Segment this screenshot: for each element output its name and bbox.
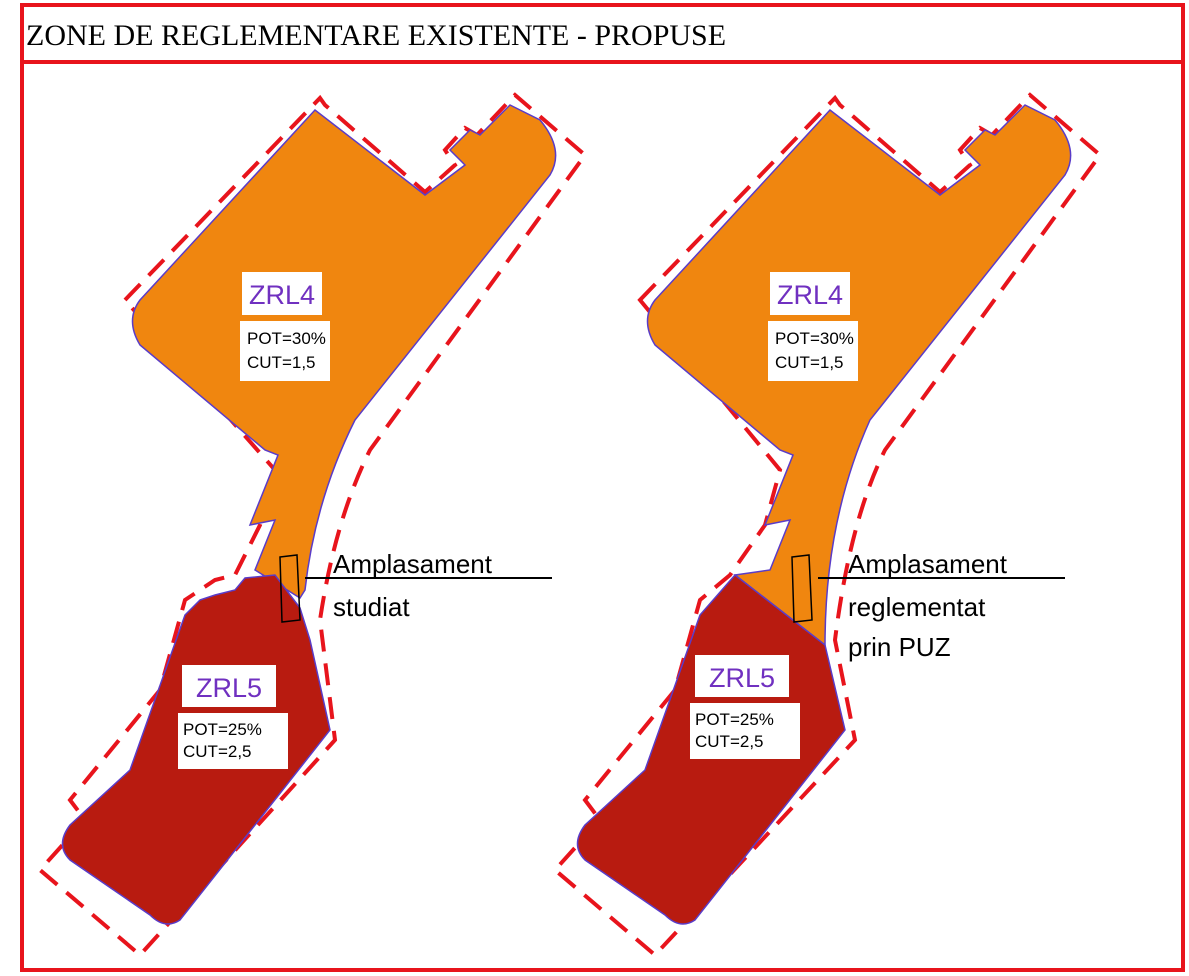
pot: POT=25%	[183, 720, 262, 739]
callout-text: prin PUZ	[848, 632, 951, 662]
callout-text: Amplasament	[333, 549, 493, 579]
zone-label: ZRL5	[709, 663, 775, 693]
label-box	[240, 321, 330, 381]
title-box	[20, 3, 1185, 64]
panel-right: ZRL4 POT=30% CUT=1,5 ZRL5 POT=25% CUT=2,…	[552, 92, 1103, 958]
panel-left: ZRL4 POT=30% CUT=1,5 ZRL5 POT=25% CUT=2,…	[37, 92, 588, 958]
callout-text: reglementat	[848, 592, 986, 622]
label-box	[695, 655, 789, 697]
label-box	[770, 272, 850, 315]
zone-label: ZRL4	[777, 280, 843, 310]
site-marker	[279, 554, 301, 623]
site-marker	[791, 554, 813, 623]
label-box	[182, 665, 276, 707]
zone-label: ZRL5	[196, 673, 262, 703]
zone-zrl4	[131, 104, 557, 600]
pot: POT=30%	[247, 329, 326, 348]
zone-zrl4	[646, 104, 1072, 647]
callout-text: studiat	[333, 592, 410, 622]
cut: CUT=2,5	[695, 732, 764, 751]
label-box	[768, 321, 858, 381]
cut: CUT=1,5	[247, 353, 316, 372]
title: ZONE DE REGLEMENTARE EXISTENTE - PROPUSE	[26, 19, 726, 52]
zone-label: ZRL4	[249, 280, 315, 310]
callout-text: Amplasament	[848, 549, 1008, 579]
pot: POT=30%	[775, 329, 854, 348]
cut: CUT=2,5	[183, 742, 252, 761]
pot: POT=25%	[695, 710, 774, 729]
cut: CUT=1,5	[775, 353, 844, 372]
label-box	[178, 713, 288, 769]
label-box	[690, 703, 800, 759]
label-box	[242, 272, 322, 315]
